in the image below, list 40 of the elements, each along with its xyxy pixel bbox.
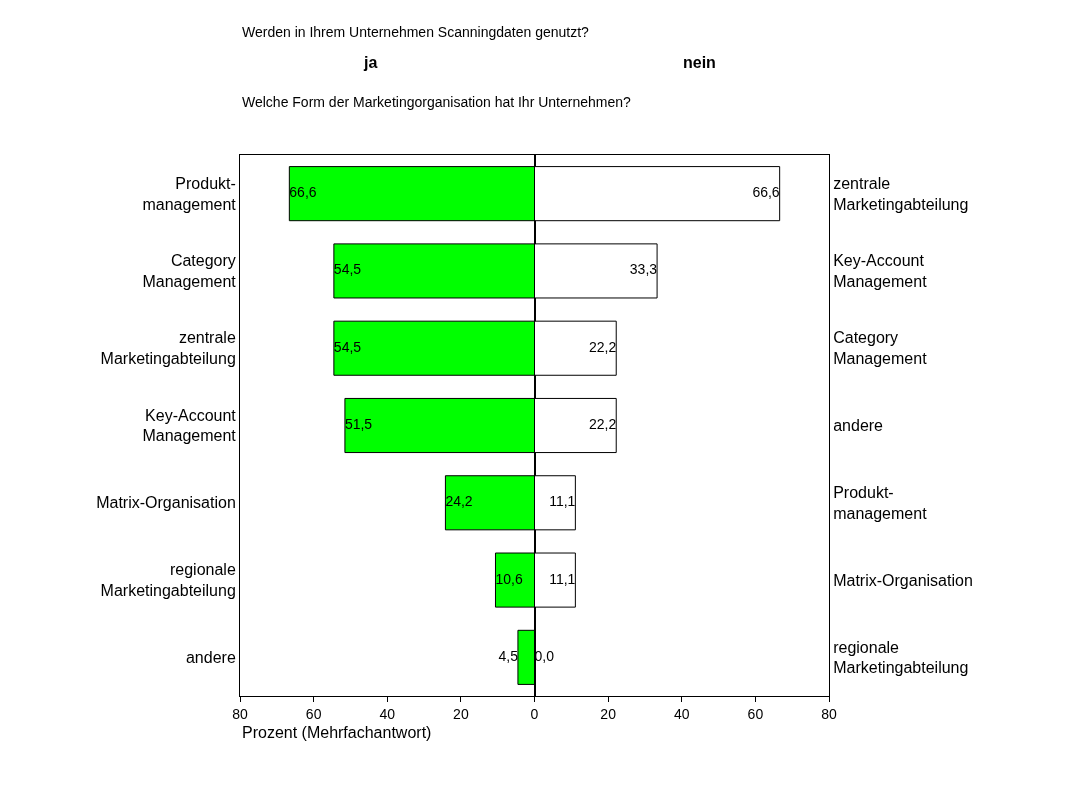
- data-label: 24,2: [445, 493, 473, 510]
- x-tick-label: 20: [453, 705, 469, 722]
- data-label: 33,3: [629, 261, 658, 278]
- x-tick-label: 40: [379, 705, 396, 722]
- y-tick-label: regionale Marketingabteilung: [100, 561, 236, 600]
- x-tick-label: 40: [673, 705, 690, 722]
- data-label: 54,5: [333, 338, 362, 355]
- chart-title: nein: [683, 54, 716, 71]
- chart-title: ja: [363, 54, 378, 71]
- data-label: 54,5: [333, 261, 362, 278]
- x-tick-label: 20: [600, 705, 617, 722]
- x-tick-label: 60: [305, 705, 322, 722]
- x-tick-label: 80: [232, 705, 248, 722]
- y-tick-label: zentrale Marketingabteilung: [100, 329, 236, 368]
- data-label: 22,2: [588, 338, 617, 355]
- text: Welche Form der Marketingorganisation hat Ihr Unternehmen?: [242, 94, 632, 110]
- x-tick-label: 80: [821, 705, 837, 722]
- y-tick-label: Key-Account Management: [142, 406, 237, 445]
- x-tick-label: 0: [530, 705, 539, 722]
- y-tick-label: Key-Account Management: [833, 252, 928, 290]
- y-tick-label: Matrix-Organisation: [96, 494, 236, 512]
- y-tick-label: Category Management: [142, 252, 237, 290]
- y-tick-label: Category Management: [833, 329, 928, 368]
- y-tick-label: Produkt- management: [142, 174, 237, 213]
- data-label: 66,6: [752, 184, 780, 201]
- y-tick-label: regionale Marketingabteilung: [833, 638, 969, 677]
- y-tick-label: andere: [185, 648, 236, 666]
- data-label: 11,1: [549, 570, 576, 587]
- data-label: 11,1: [549, 493, 576, 510]
- y-tick-label: andere: [833, 417, 884, 435]
- y-tick-label: zentrale Marketingabteilung: [833, 174, 969, 213]
- text: Werden in Ihrem Unternehmen Scanningdaten genutzt?: [242, 24, 590, 40]
- x-axis-title: Prozent (Mehrfachantwort): [242, 724, 432, 741]
- x-tick-label: 60: [747, 705, 764, 722]
- data-label: 66,6: [289, 184, 317, 201]
- y-tick-label: Matrix-Organisation: [833, 571, 973, 589]
- y-tick-label: Produkt- management: [833, 483, 928, 522]
- data-label: 51,5: [344, 416, 373, 432]
- data-label: 10,6: [495, 570, 523, 587]
- data-label: 22,2: [588, 416, 617, 432]
